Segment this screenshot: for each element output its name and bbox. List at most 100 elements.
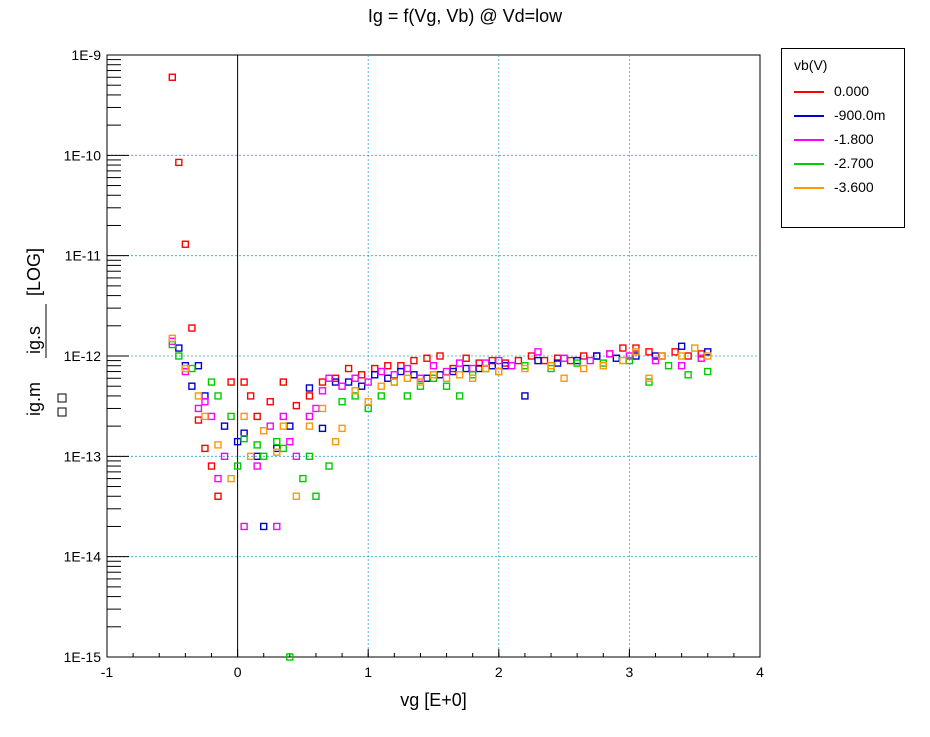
data-point [377, 382, 385, 390]
data-point [168, 334, 177, 343]
data-point [521, 364, 529, 373]
data-point [416, 378, 425, 386]
data-point [331, 378, 340, 386]
data-point [273, 437, 281, 446]
data-point [253, 441, 261, 449]
data-point [227, 378, 235, 386]
legend-item-1: -900.0m [792, 107, 902, 125]
y-tick-label: 1E-9 [71, 47, 101, 63]
data-point [299, 474, 307, 483]
data-point [351, 387, 359, 395]
data-point [175, 352, 183, 360]
y-label-part: ig.s [24, 326, 44, 354]
legend-swatch [794, 91, 824, 93]
data-point [364, 398, 372, 406]
data-point [194, 404, 203, 413]
data-point [397, 367, 405, 376]
data-point [279, 444, 288, 453]
legend-label: -1.800 [834, 131, 874, 147]
data-point [410, 356, 418, 365]
data-point [194, 416, 203, 424]
legend-item-4: -3.600 [792, 179, 902, 197]
data-point [260, 522, 268, 531]
data-point [201, 412, 209, 421]
data-point [671, 348, 679, 356]
data-point [403, 364, 412, 373]
data-point [194, 362, 203, 370]
data-point [403, 392, 412, 400]
data-point [664, 362, 673, 370]
data-point [377, 392, 385, 400]
data-point [390, 378, 399, 386]
y-tick-label: 1E-10 [64, 147, 102, 163]
data-point [364, 404, 372, 413]
data-point [318, 424, 327, 433]
x-tick-label: 2 [495, 664, 503, 680]
data-point [586, 356, 594, 365]
data-point [181, 364, 190, 373]
data-point [338, 424, 346, 433]
legend-item-3: -2.700 [792, 155, 902, 173]
data-point [240, 434, 248, 443]
data-point [273, 444, 281, 453]
data-point [331, 437, 340, 446]
data-point [201, 444, 209, 453]
data-point [534, 356, 542, 365]
data-point [305, 392, 314, 400]
y-tick-label: 1E-15 [64, 649, 102, 665]
data-point [292, 452, 301, 461]
data-point [691, 344, 699, 352]
data-point [416, 382, 425, 390]
data-point [240, 412, 248, 421]
data-point [599, 362, 607, 370]
x-tick-label: -1 [101, 664, 114, 680]
data-point [286, 653, 294, 661]
data-point [207, 412, 216, 421]
data-point [416, 374, 425, 382]
data-point [279, 422, 288, 430]
data-point [344, 378, 353, 386]
legend-swatch [794, 163, 824, 165]
legend-label: -3.600 [834, 179, 874, 195]
data-point [168, 73, 177, 81]
legend-item-0: 0.000 [792, 83, 902, 101]
data-point [704, 348, 712, 356]
data-point [181, 240, 190, 248]
data-point [318, 387, 327, 395]
data-point [397, 362, 405, 370]
data-point [331, 374, 340, 382]
data-point [540, 356, 549, 365]
legend-item-2: -1.800 [792, 131, 902, 149]
data-point [429, 371, 438, 379]
legend-label: -2.700 [834, 155, 874, 171]
data-point [514, 356, 523, 365]
data-point [207, 462, 216, 470]
legend-label: -900.0m [834, 107, 886, 123]
data-point [207, 378, 216, 386]
data-point [188, 382, 196, 390]
legend-label: 0.000 [834, 83, 870, 99]
data-point [423, 374, 431, 382]
data-point [227, 474, 235, 483]
data-point [521, 392, 529, 400]
data-point [214, 474, 222, 483]
data-point [384, 374, 392, 382]
y-label-part: [LOG] [24, 248, 44, 296]
data-point [579, 352, 588, 360]
data-point [286, 437, 294, 446]
data-point [423, 354, 431, 362]
legend-swatch [794, 115, 824, 117]
data-point [357, 371, 366, 379]
data-point [442, 382, 451, 390]
data-point [455, 392, 464, 400]
data-point [220, 422, 229, 430]
data-point [253, 412, 261, 421]
data-point [390, 378, 399, 386]
data-point [279, 378, 288, 386]
data-point [410, 371, 418, 379]
data-point [645, 378, 653, 386]
data-point [619, 344, 627, 352]
data-point [436, 352, 444, 360]
data-point [482, 364, 490, 373]
